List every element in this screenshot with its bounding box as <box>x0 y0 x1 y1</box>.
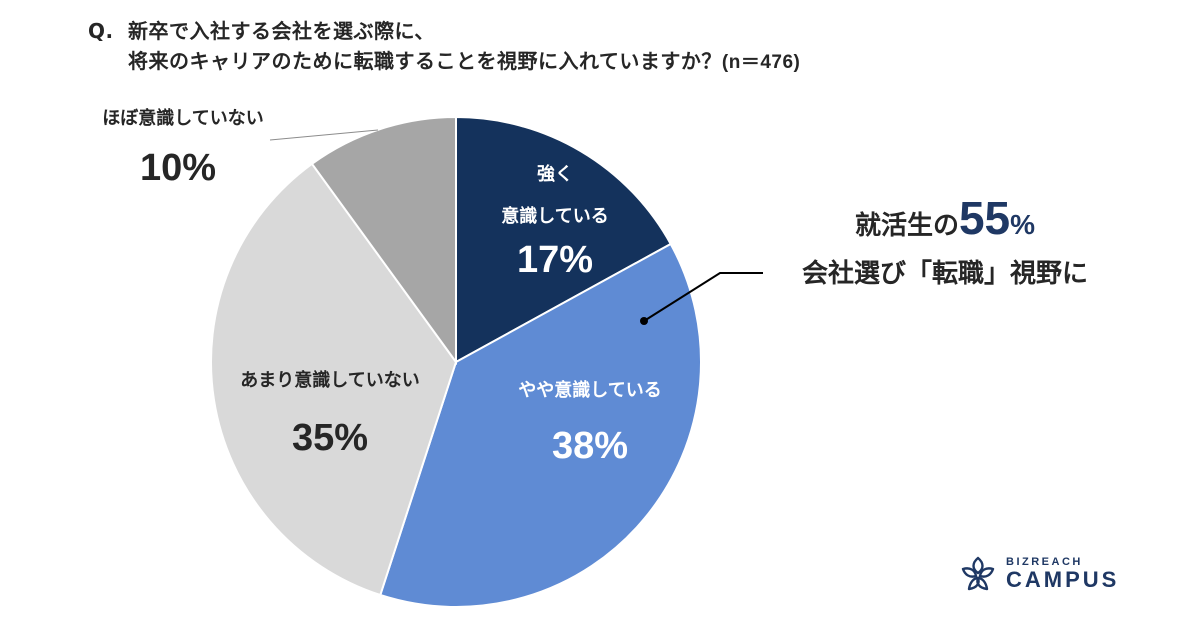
slice-label-somewhat: やや意識している 38% <box>480 376 700 470</box>
chart-title: Q. 新卒で入社する会社を選ぶ際に、 将来のキャリアのために転職することを視野に入… <box>88 16 800 78</box>
question-prefix: Q. <box>88 19 114 43</box>
callout-leader-dot <box>640 317 648 325</box>
label-text: あまり意識していない <box>240 370 420 391</box>
callout-line2: 会社選び「転職」視野に <box>801 259 1088 289</box>
slice-label-not-much: あまり意識していない 35% <box>210 366 450 462</box>
slice-label-strongly: 強く 意識している 17% <box>470 160 640 284</box>
slice-somewhat <box>379 242 702 608</box>
label-text: 強く <box>537 164 573 185</box>
slice-label-hardly: ほぼ意識していない 10% <box>78 104 288 192</box>
slice-strongly <box>455 115 673 364</box>
slice-hardly <box>310 115 457 366</box>
callout-annotation: 就活生の55% 会社選び「転職」視野に <box>780 195 1110 296</box>
percent-value: 38% <box>551 425 629 467</box>
sample-size: (n＝476) <box>721 52 801 73</box>
small-slice-leader-line <box>269 129 379 141</box>
percent-value: 10% <box>140 147 217 189</box>
callout-leader-line <box>643 272 763 322</box>
callout-unit: % <box>1010 209 1036 240</box>
title-line1: 新卒で入社する会社を選ぶ際に、 <box>128 19 435 43</box>
callout-number: 55 <box>958 192 1011 244</box>
label-text: ほぼ意識していない <box>102 108 264 129</box>
percent-value: 17% <box>516 239 594 281</box>
bizreach-campus-logo: BIZREACH CAMPUS <box>958 554 1119 594</box>
sakura-flower-icon <box>961 556 995 591</box>
label-text: 意識している <box>501 206 609 227</box>
title-line2: 将来のキャリアのために転職することを視野に入れていますか？ <box>128 49 722 73</box>
logo-campus: CAMPUS <box>1006 567 1120 592</box>
callout-prefix: 就活生の <box>854 211 959 241</box>
logo-bizreach: BIZREACH <box>1006 556 1083 568</box>
slice-not-much <box>210 162 458 597</box>
percent-value: 35% <box>291 417 369 459</box>
label-text: やや意識している <box>518 380 662 401</box>
